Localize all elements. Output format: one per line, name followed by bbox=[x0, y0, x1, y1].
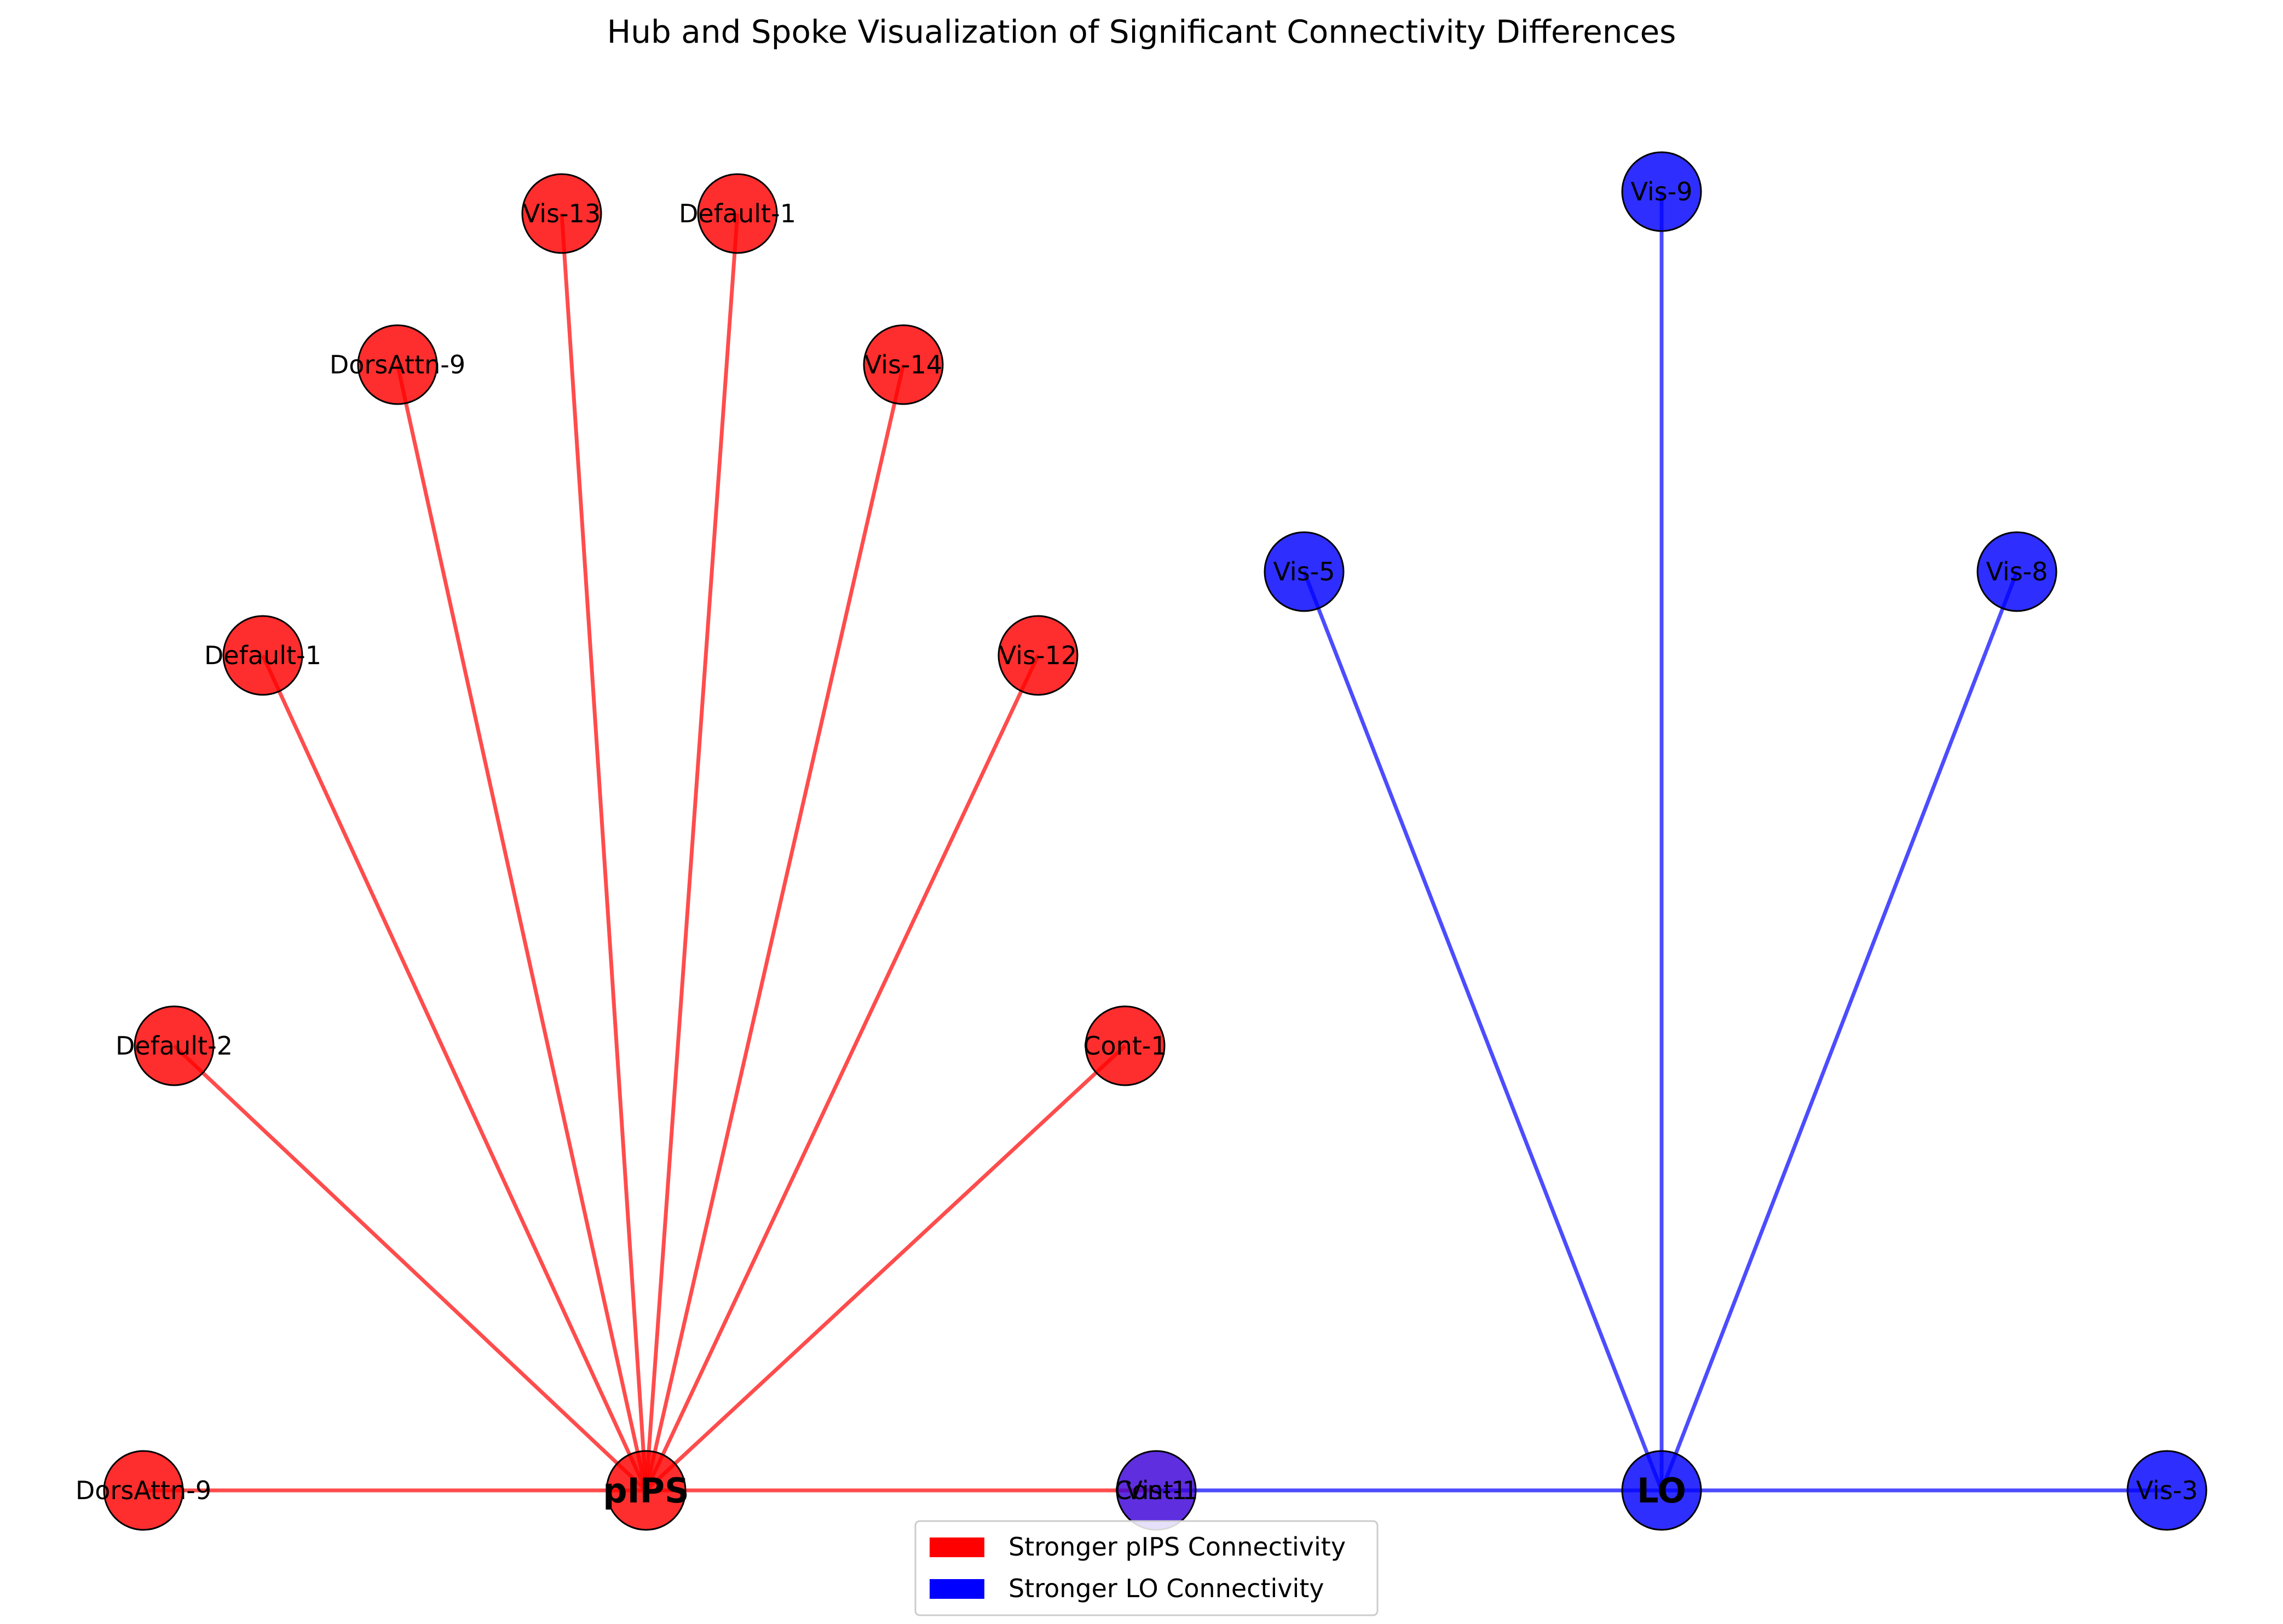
edge-layer bbox=[143, 192, 2167, 1493]
node-pips-cont1 bbox=[1085, 1005, 1166, 1086]
hub-label-lo: LO bbox=[1637, 1471, 1686, 1511]
label-pips-vis14: Vis-14 bbox=[864, 350, 942, 379]
legend-frame bbox=[914, 1520, 1379, 1616]
label-pips-dorsattn9-a: DorsAttn-9 bbox=[76, 1476, 211, 1505]
edge-lo-vis5 bbox=[1302, 571, 1664, 1491]
node-lo-vis8 bbox=[1976, 531, 2057, 612]
edge-pips-default2 bbox=[172, 1044, 648, 1492]
edge-lo-vis8 bbox=[1659, 571, 2019, 1491]
legend-swatch-pips bbox=[930, 1537, 984, 1557]
label-pips-cont1: Cont-1 bbox=[1083, 1031, 1167, 1061]
label-lo-vis1-center: Vis-1 bbox=[1125, 1476, 1187, 1505]
node-pips-vis14 bbox=[863, 324, 944, 405]
node-pips-dorsattn9-a bbox=[103, 1450, 184, 1531]
edge-pips-cont1 bbox=[644, 1044, 1127, 1492]
label-pips-default1-a: Default-1 bbox=[204, 641, 321, 670]
label-pips-dorsattn9-b: DorsAttn-9 bbox=[330, 350, 465, 379]
hub-node-lo bbox=[1621, 1450, 1702, 1531]
figure-title: Hub and Spoke Visualization of Significa… bbox=[607, 13, 1676, 50]
edge-pips-vis12 bbox=[644, 654, 1040, 1491]
node-pips-default2 bbox=[134, 1005, 215, 1086]
edge-pips-vis13 bbox=[560, 213, 648, 1491]
label-pips-default1-b: Default-1 bbox=[679, 199, 796, 228]
node-lo-vis5 bbox=[1264, 531, 1345, 612]
label-layer: DorsAttn-9 Default-2 Default-1 DorsAttn-9 Vi… bbox=[76, 177, 2198, 1511]
legend-label-pips: Stronger pIPS Connectivity bbox=[1008, 1532, 1346, 1562]
node-lo-vis3 bbox=[2126, 1450, 2207, 1531]
legend: Stronger pIPS Connectivity Stronger LO C… bbox=[914, 1520, 1379, 1616]
label-lo-vis3: Vis-3 bbox=[2136, 1476, 2198, 1505]
edge-pips-default1-a bbox=[261, 654, 648, 1491]
label-pips-cont1-center: Cont-1 bbox=[1114, 1476, 1198, 1505]
node-pips-default1-b bbox=[697, 173, 778, 254]
node-pips-dorsattn9-b bbox=[357, 324, 438, 405]
node-pips-default1-a bbox=[222, 615, 303, 696]
label-lo-vis8: Vis-8 bbox=[1986, 557, 2048, 586]
label-lo-vis9: Vis-9 bbox=[1630, 177, 1692, 206]
label-pips-vis12: Vis-12 bbox=[999, 641, 1077, 670]
legend-label-lo: Stronger LO Connectivity bbox=[1008, 1574, 1324, 1603]
node-pips-vis12 bbox=[998, 615, 1079, 696]
label-pips-vis13: Vis-13 bbox=[523, 199, 601, 228]
label-pips-default2: Default-2 bbox=[116, 1031, 233, 1061]
edge-pips-default1-b bbox=[644, 213, 740, 1491]
edge-pips-vis14 bbox=[644, 364, 906, 1491]
node-layer bbox=[103, 151, 2207, 1531]
hub-label-pips: pIPS bbox=[603, 1471, 689, 1511]
legend-swatch-lo bbox=[930, 1579, 984, 1599]
edge-pips-dorsattn9-b bbox=[395, 364, 648, 1491]
node-lo-vis9 bbox=[1621, 151, 1702, 232]
label-lo-vis5: Vis-5 bbox=[1273, 557, 1335, 586]
node-pips-vis13 bbox=[521, 173, 602, 254]
hub-node-pips bbox=[606, 1450, 687, 1531]
